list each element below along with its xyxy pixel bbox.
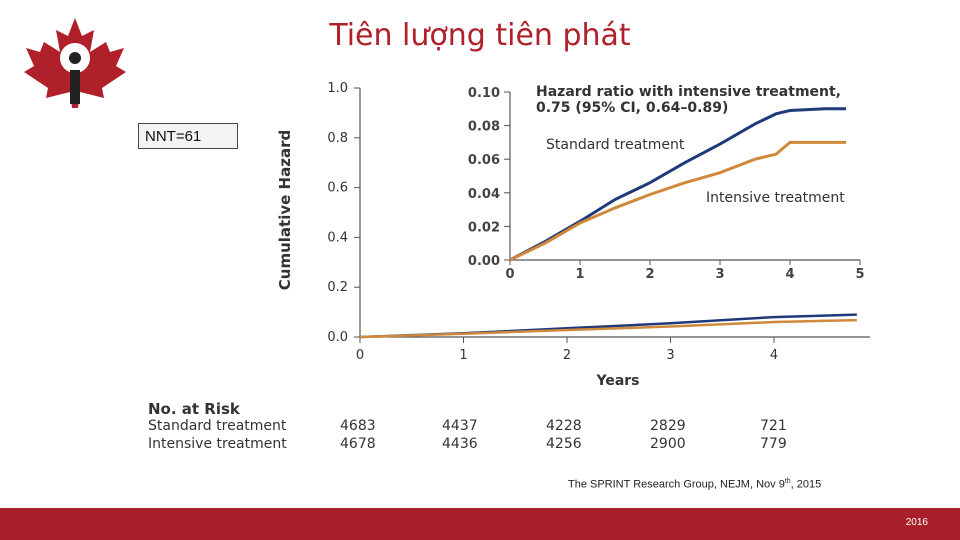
at-risk-value: 721	[760, 418, 787, 434]
y-tick-label: 0.6	[327, 181, 348, 196]
inset-x-tick-label: 0	[505, 267, 514, 282]
at-risk-value: 4228	[546, 418, 582, 434]
x-axis-label: Years	[595, 373, 639, 389]
x-tick-label: 1	[459, 348, 467, 363]
at-risk-value: 779	[760, 436, 787, 452]
inset-chart: 0.00 0.02 0.04 0.06 0.08 0.10 0 1 2 3 4 5 Hazard rat…	[450, 80, 870, 288]
inset-x-tick-label: 2	[645, 267, 654, 282]
main-axes: 0.0 0.2 0.4 0.6 0.8 1.0 0 1 2 3 4	[327, 81, 870, 363]
inset-x-tick-label: 4	[785, 267, 794, 282]
x-tick-label: 2	[563, 348, 571, 363]
at-risk-value: 2900	[650, 436, 686, 452]
inset-series-intensive-line	[509, 140, 846, 262]
y-tick-label: 0.8	[327, 131, 348, 146]
at-risk-value: 4256	[546, 436, 582, 452]
inset-x-tick-label: 1	[575, 267, 584, 282]
label-standard-treatment: Standard treatment	[546, 137, 685, 153]
citation: The SPRINT Research Group, NEJM, Nov 9th…	[568, 478, 822, 491]
at-risk-table: Standard treatment 4683 4437 4228 2829 7…	[148, 418, 848, 454]
slide-title: Tiên lượng tiên phát	[329, 18, 631, 53]
x-tick-label: 4	[770, 348, 778, 363]
at-risk-label: Intensive treatment	[148, 436, 287, 452]
at-risk-value: 4678	[340, 436, 376, 452]
inset-x-tick-label: 3	[715, 267, 724, 282]
maple-leaf-logo	[22, 18, 128, 108]
inset-y-tick-label: 0.04	[468, 187, 500, 202]
label-intensive-treatment: Intensive treatment	[706, 190, 845, 206]
nnt-box: NNT=61	[138, 123, 238, 149]
x-tick-label: 3	[666, 348, 674, 363]
page-number: 2016	[905, 517, 928, 528]
at-risk-value: 4436	[442, 436, 478, 452]
inset-y-tick-label: 0.10	[468, 86, 500, 101]
y-tick-label: 0.2	[327, 280, 348, 295]
at-risk-value: 4437	[442, 418, 478, 434]
at-risk-row-intensive: Intensive treatment 4678 4436 4256 2900 …	[148, 436, 848, 454]
at-risk-label: Standard treatment	[148, 418, 287, 434]
x-tick-label: 0	[356, 348, 364, 363]
hazard-ratio-annotation: Hazard ratio with intensive treatment,	[536, 84, 841, 100]
inset-y-tick-label: 0.08	[468, 120, 500, 135]
y-tick-label: 0.4	[327, 230, 348, 245]
at-risk-row-standard: Standard treatment 4683 4437 4228 2829 7…	[148, 418, 848, 436]
y-axis-label: Cumulative Hazard	[276, 130, 294, 290]
footer-bar: 2016	[0, 508, 960, 540]
inset-y-tick-label: 0.06	[468, 153, 500, 168]
at-risk-header: No. at Risk	[148, 400, 240, 418]
cumulative-hazard-chart: 0.0 0.2 0.4 0.6 0.8 1.0 0 1 2 3 4 0.00 0.02 0.04 0.06…	[276, 80, 870, 389]
hazard-ratio-ci: 0.75 (95% CI, 0.64–0.89)	[536, 100, 728, 116]
main-series	[359, 313, 857, 339]
y-tick-label: 0.0	[327, 330, 348, 345]
inset-y-tick-label: 0.00	[468, 254, 500, 269]
at-risk-value: 4683	[340, 418, 376, 434]
inset-x-tick-label: 5	[855, 267, 864, 282]
at-risk-value: 2829	[650, 418, 686, 434]
inset-y-tick-label: 0.02	[468, 220, 500, 235]
series-intensive-line	[359, 318, 857, 339]
y-tick-label: 1.0	[327, 81, 348, 96]
